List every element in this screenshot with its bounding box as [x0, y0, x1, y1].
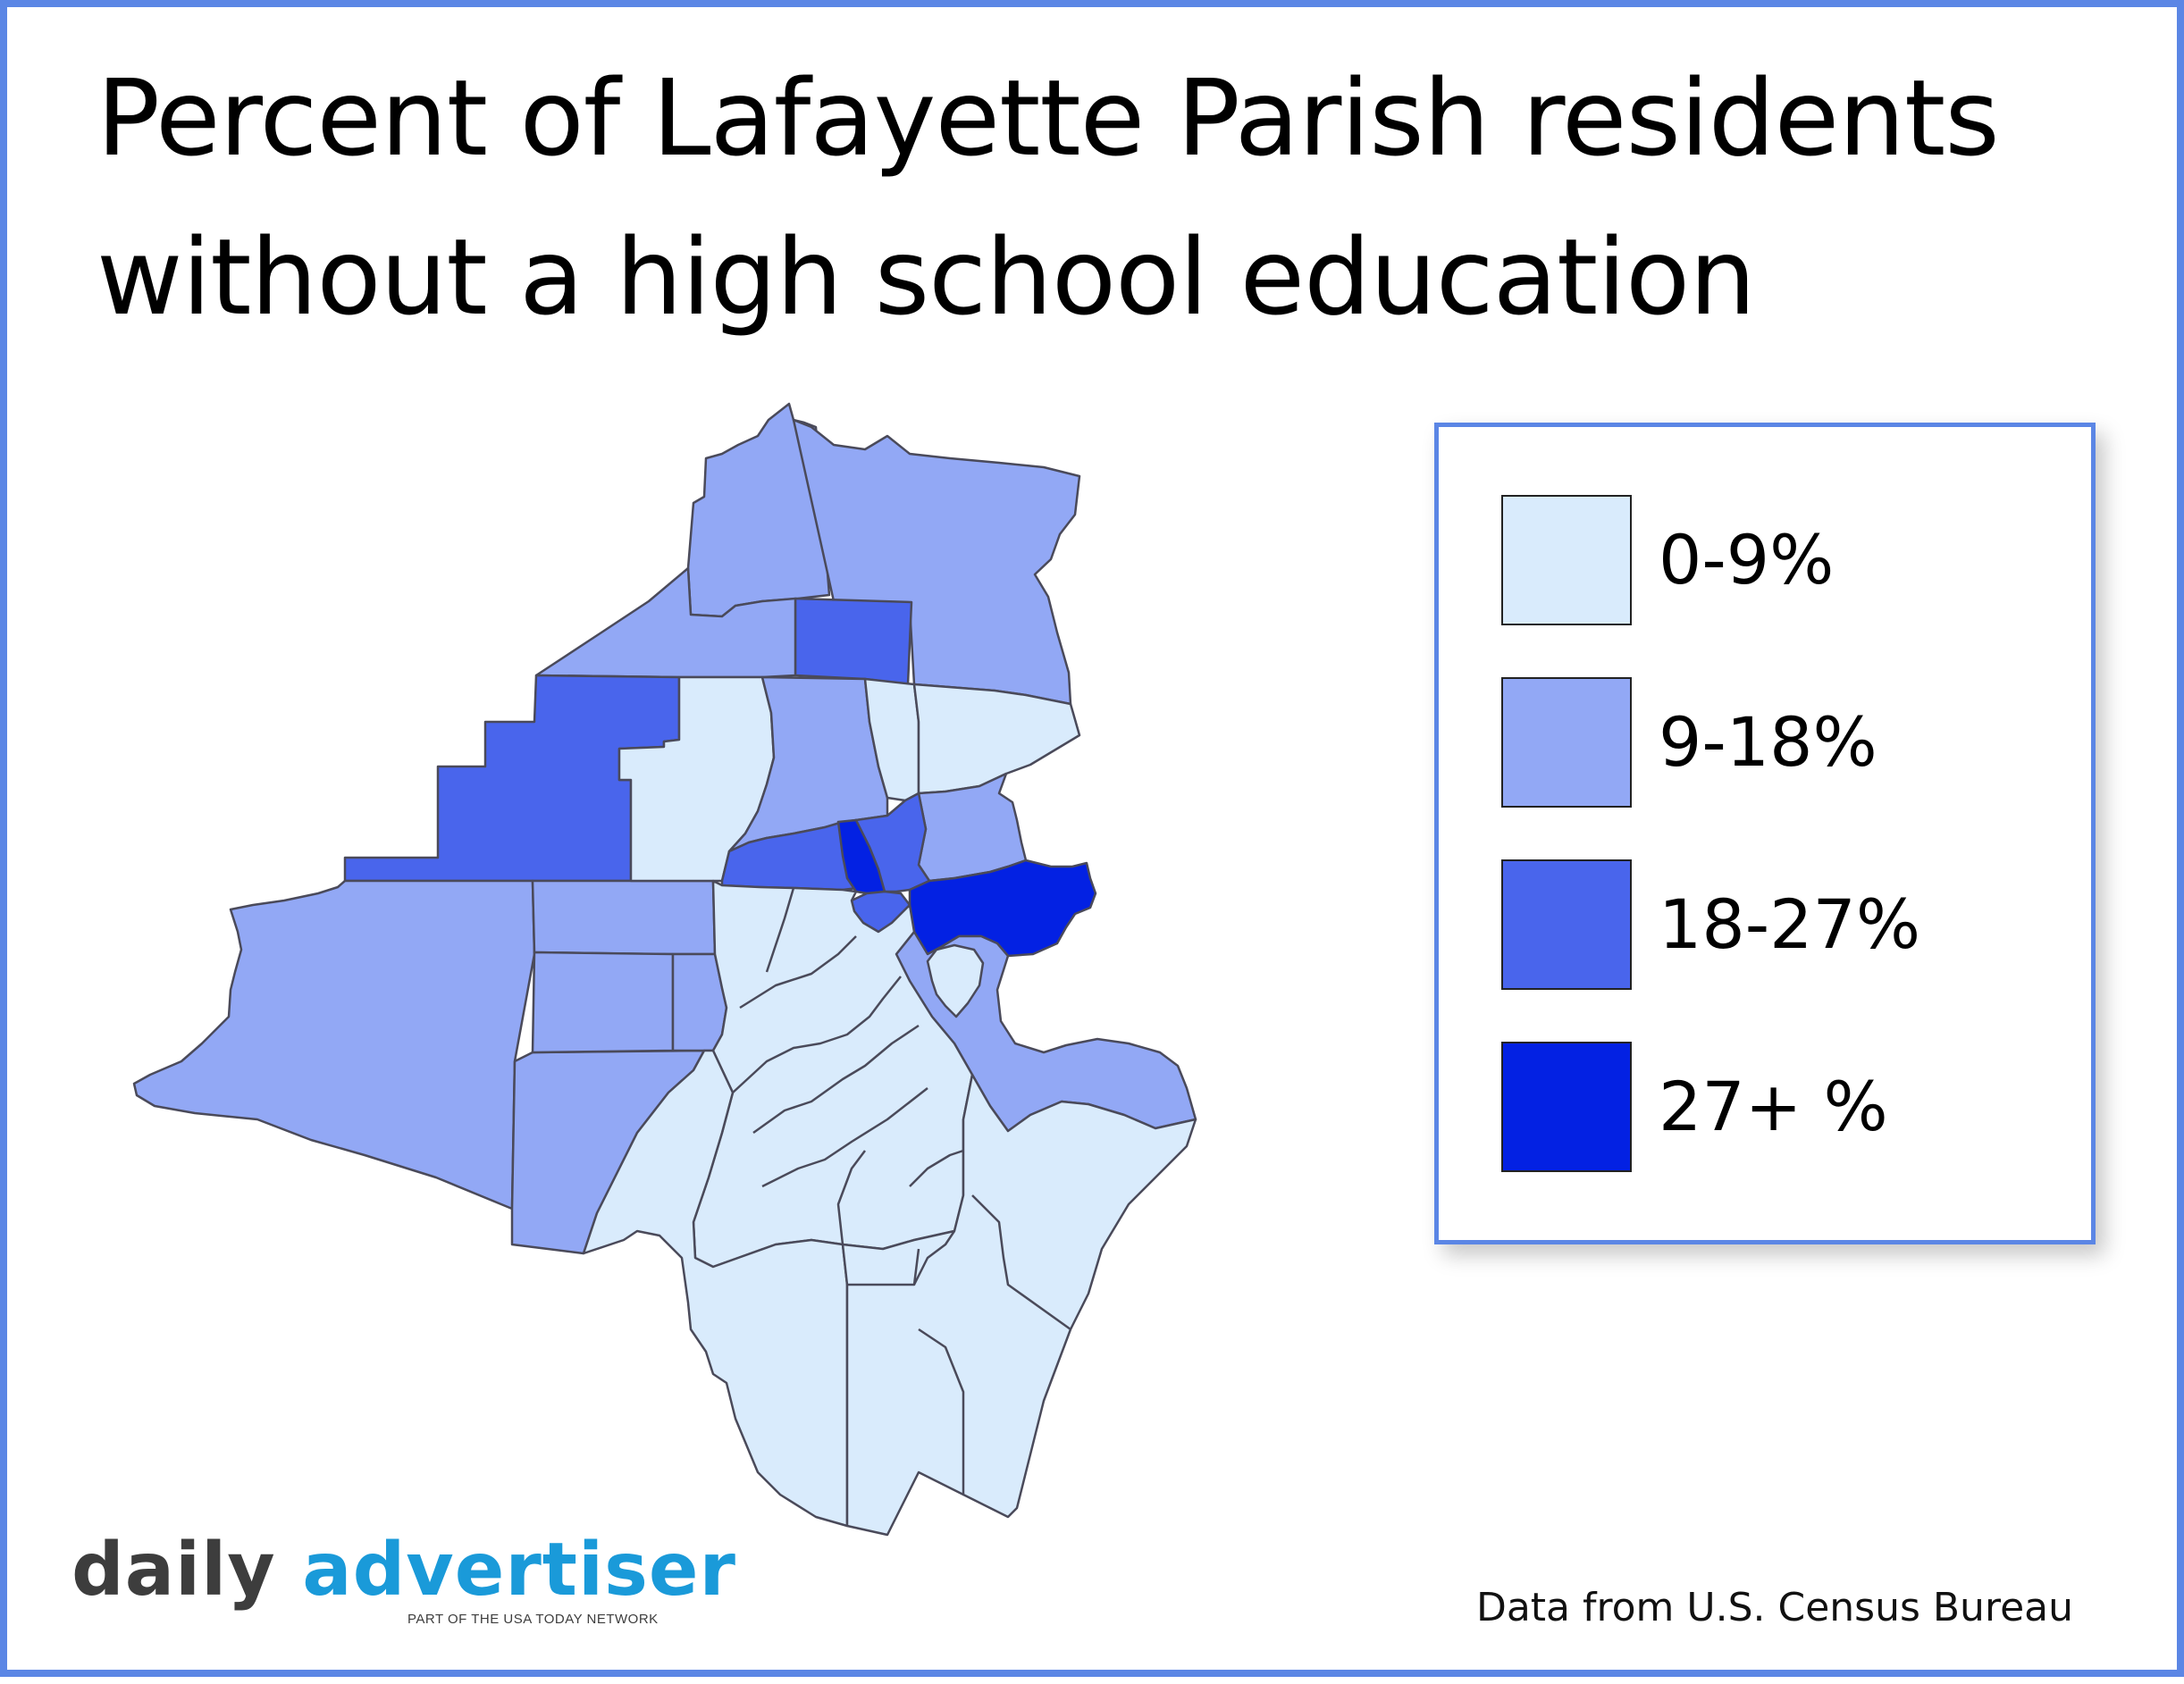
logo-wordmark: daily advertiser	[71, 1526, 736, 1615]
map-title-line-2: without a high school education	[97, 215, 1756, 339]
map-legend: 0-9% 9-18% 18-27% 27+ %	[1434, 423, 2096, 1244]
legend-swatch-0-9	[1501, 495, 1632, 625]
map-region-southeast-corner-tract	[841, 1073, 1197, 1537]
legend-swatch-18-27	[1501, 859, 1632, 990]
map-region-west-central-small-tract	[531, 951, 675, 1054]
map-region-south-central-tract	[582, 1049, 849, 1528]
map-region-north-central-tract	[794, 597, 913, 686]
parish-choropleth-map	[132, 402, 1197, 1537]
legend-swatch-9-18	[1501, 677, 1632, 808]
map-tract-lines	[732, 887, 1071, 1495]
map-region-west-tract	[132, 879, 536, 1211]
legend-label-9-18: 9-18%	[1659, 702, 1877, 782]
map-region-west-central-tract	[531, 879, 717, 956]
legend-swatch-27-plus	[1501, 1042, 1632, 1172]
legend-item-18-27: 18-27%	[1501, 859, 2055, 993]
legend-item-0-9: 0-9%	[1501, 495, 2055, 629]
logo-daily-text: daily	[71, 1528, 276, 1613]
map-title-line-1: Percent of Lafayette Parish residents	[97, 56, 2000, 180]
legend-label-18-27: 18-27%	[1659, 884, 1921, 964]
map-region-small-island-tract	[926, 943, 985, 1018]
map-title: Percent of Lafayette Parish residents wi…	[97, 38, 2134, 356]
daily-advertiser-logo: daily advertiser PART OF THE USA TODAY N…	[71, 1526, 735, 1633]
legend-item-27-plus: 27+ %	[1501, 1042, 2055, 1176]
legend-item-9-18: 9-18%	[1501, 677, 2055, 811]
logo-advertiser-text: advertiser	[302, 1528, 736, 1613]
logo-tagline: PART OF THE USA TODAY NETWORK	[407, 1612, 659, 1627]
legend-label-0-9: 0-9%	[1659, 520, 1835, 599]
legend-label-27-plus: 27+ %	[1659, 1067, 1888, 1146]
data-source-credit: Data from U.S. Census Bureau	[1475, 1585, 2073, 1630]
